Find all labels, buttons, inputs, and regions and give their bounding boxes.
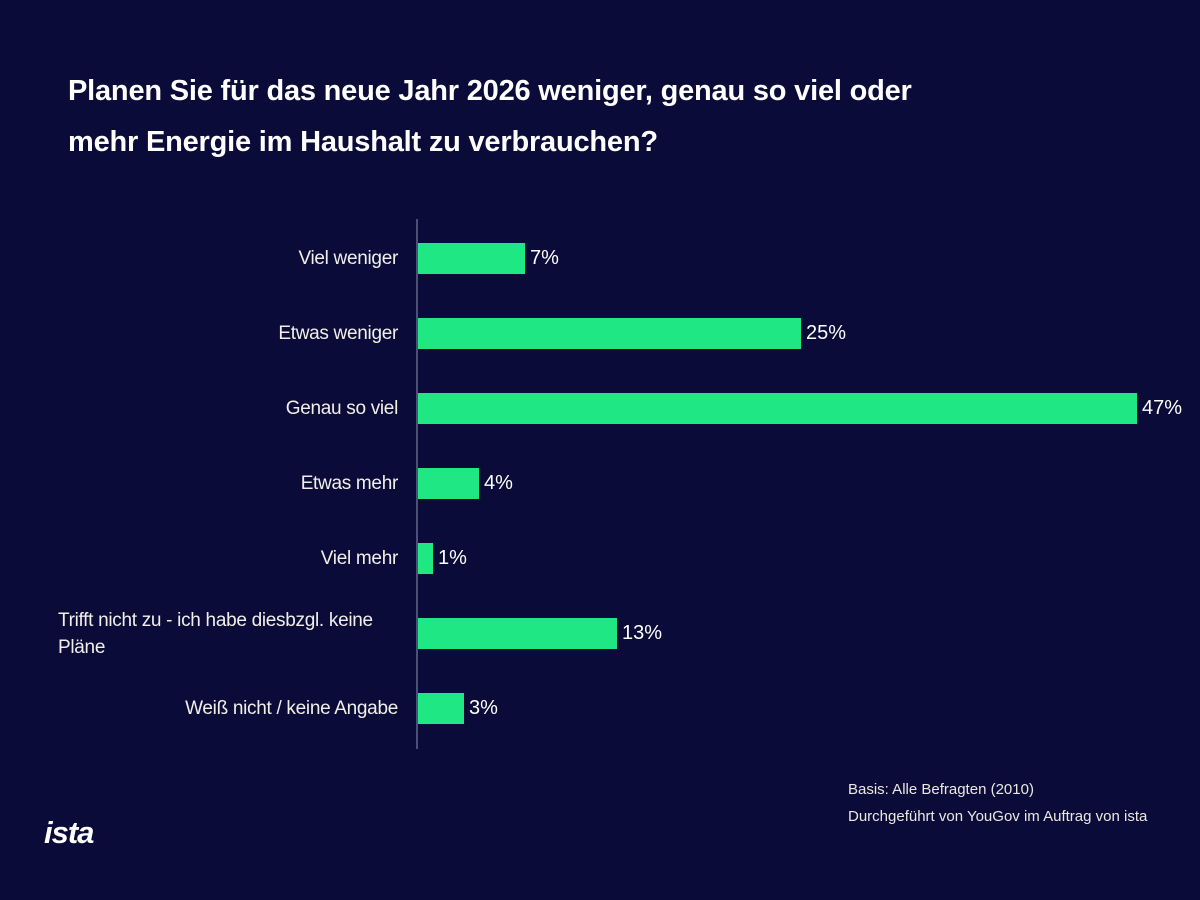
category-label: Weiß nicht / keine Angabe [185, 698, 398, 719]
category-label: Genau so viel [285, 398, 399, 419]
bar [418, 243, 525, 274]
bar [418, 318, 801, 349]
bar [418, 393, 1137, 424]
bar-chart: Viel weniger 7% Etwas weniger 25% Genau … [58, 219, 1182, 749]
bar-row: Etwas mehr 4% [58, 446, 1168, 521]
bar-row: Genau so viel 47% [58, 371, 1182, 446]
bar-area: 47% [418, 393, 1182, 424]
bar [418, 618, 617, 649]
bar-value-label: 47% [1142, 397, 1183, 419]
bar-area: 4% [418, 468, 513, 499]
conducted-by-note: Durchgeführt von YouGov im Auftrag von i… [848, 808, 1148, 825]
category-label: Etwas mehr [300, 473, 399, 494]
bar-value-label: 25% [806, 322, 847, 344]
category-label: Viel mehr [320, 548, 399, 569]
bar-area: 3% [418, 693, 498, 724]
bar-row: Trifft nicht zu - ich habe diesbzgl. kei… [58, 596, 1168, 671]
chart-title: Planen Sie für das neue Jahr 2026 wenige… [68, 66, 912, 168]
bar-area: 7% [418, 243, 559, 274]
category-label: Viel weniger [298, 248, 398, 269]
bar [418, 468, 479, 499]
bar-value-label: 4% [484, 472, 513, 494]
bar-area: 25% [418, 318, 846, 349]
bar-area: 13% [418, 618, 662, 649]
bar-row: Viel mehr 1% [58, 521, 1168, 596]
bar-area: 1% [418, 543, 467, 574]
bar-row: Viel weniger 7% [58, 221, 1168, 296]
category-label: Etwas weniger [278, 323, 398, 344]
bar-value-label: 1% [438, 547, 467, 569]
chart-title-line-2: mehr Energie im Haushalt zu verbrauchen? [68, 126, 658, 158]
bar-row: Etwas weniger 25% [58, 296, 1168, 371]
bar [418, 693, 464, 724]
category-label: Trifft nicht zu - ich habe diesbzgl. kei… [58, 609, 373, 658]
ista-logo: ista [44, 815, 94, 850]
chart-rows: Viel weniger 7% Etwas weniger 25% Genau … [58, 221, 1182, 746]
y-axis-line [416, 219, 418, 749]
chart-title-line-1: Planen Sie für das neue Jahr 2026 wenige… [68, 75, 912, 107]
bar-value-label: 7% [530, 247, 559, 269]
bar-value-label: 13% [622, 622, 663, 644]
basis-note: Basis: Alle Befragten (2010) [848, 781, 1034, 798]
source-note: Basis: Alle Befragten (2010) Durchgeführ… [848, 776, 1147, 830]
bar [418, 543, 433, 574]
bar-row: Weiß nicht / keine Angabe 3% [58, 671, 1168, 746]
bar-value-label: 3% [469, 697, 498, 719]
